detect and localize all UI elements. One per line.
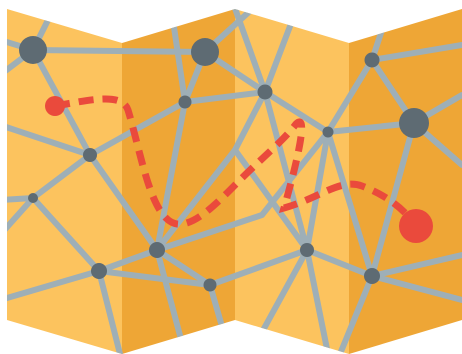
map-node (257, 84, 273, 100)
map-node (19, 36, 47, 64)
route-path (54, 95, 419, 229)
map-node (364, 52, 380, 68)
map-node (203, 278, 217, 292)
map-panel-2 (122, 9, 235, 354)
destination-marker (399, 209, 433, 243)
map-node (91, 263, 107, 279)
map-node (191, 38, 219, 66)
map-node (28, 193, 38, 203)
route-start-marker (45, 96, 65, 116)
map-node (364, 268, 380, 284)
map-node (300, 243, 314, 257)
map-node (399, 108, 429, 138)
map-nodes (19, 36, 429, 292)
map-node (83, 148, 97, 162)
map-node (178, 95, 192, 109)
map-node (322, 126, 334, 138)
map-panels (7, 9, 462, 354)
map-node (149, 242, 165, 258)
